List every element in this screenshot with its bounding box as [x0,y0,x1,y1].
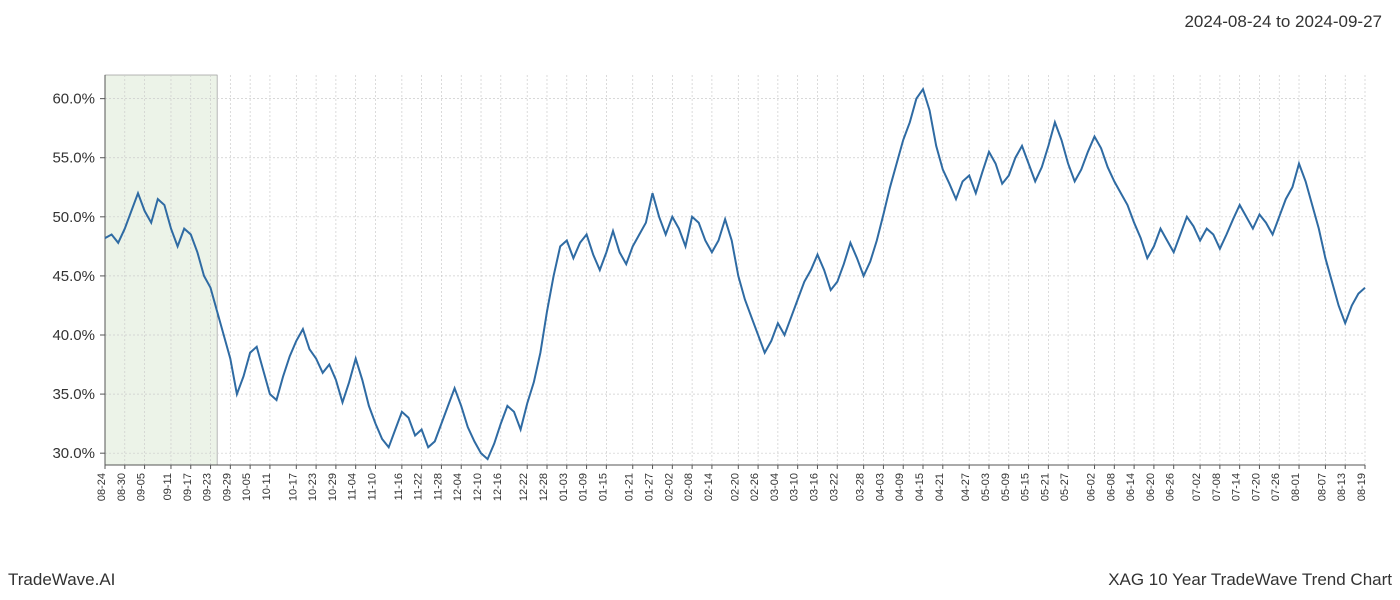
svg-text:11-04: 11-04 [347,473,359,500]
svg-text:06-20: 06-20 [1145,473,1157,501]
brand-label: TradeWave.AI [8,570,115,590]
svg-text:03-10: 03-10 [789,473,801,501]
svg-text:07-08: 07-08 [1211,473,1223,501]
svg-text:05-15: 05-15 [1020,473,1032,501]
svg-text:02-20: 02-20 [729,473,741,501]
svg-text:02-14: 02-14 [703,473,715,501]
svg-text:08-30: 08-30 [116,473,128,501]
svg-text:01-21: 01-21 [624,473,636,501]
svg-text:02-26: 02-26 [749,473,761,501]
svg-text:05-21: 05-21 [1039,473,1051,501]
svg-text:05-27: 05-27 [1059,473,1071,501]
svg-text:45.0%: 45.0% [52,268,95,285]
svg-text:55.0%: 55.0% [52,150,95,167]
svg-text:08-24: 08-24 [96,473,108,501]
svg-text:04-15: 04-15 [914,473,926,501]
svg-text:07-20: 07-20 [1250,473,1262,501]
svg-text:10-05: 10-05 [241,473,253,501]
svg-text:10-11: 10-11 [261,473,273,500]
svg-text:10-29: 10-29 [327,473,339,501]
svg-text:07-26: 07-26 [1270,473,1282,501]
svg-text:08-13: 08-13 [1336,473,1348,501]
svg-text:50.0%: 50.0% [52,209,95,226]
svg-text:10-23: 10-23 [307,473,319,501]
svg-text:03-28: 03-28 [855,473,867,501]
svg-text:08-07: 08-07 [1316,473,1328,501]
svg-text:04-27: 04-27 [960,473,972,501]
svg-text:02-02: 02-02 [663,473,675,501]
svg-text:08-01: 08-01 [1290,473,1302,501]
chart-container: 30.0% 35.0% 40.0% 45.0% 50.0% 55.0% 60.0% 08-24… [20,55,1380,545]
svg-text:08-19: 08-19 [1356,473,1368,501]
svg-text:40.0%: 40.0% [52,327,95,344]
svg-text:03-16: 03-16 [808,473,820,501]
svg-text:12-16: 12-16 [492,473,504,501]
line-chart: 30.0% 35.0% 40.0% 45.0% 50.0% 55.0% 60.0% 08-24… [20,55,1380,545]
date-range-label: 2024-08-24 to 2024-09-27 [1184,12,1382,32]
svg-text:09-17: 09-17 [182,473,194,501]
svg-text:04-09: 04-09 [894,473,906,501]
svg-text:06-08: 06-08 [1105,473,1117,501]
svg-text:07-14: 07-14 [1231,473,1243,501]
svg-text:12-04: 12-04 [452,473,464,501]
svg-text:05-03: 05-03 [980,473,992,501]
svg-text:10-17: 10-17 [287,473,299,501]
svg-text:06-02: 06-02 [1086,473,1098,501]
svg-text:05-09: 05-09 [1000,473,1012,501]
svg-text:12-28: 12-28 [538,473,550,501]
svg-text:06-14: 06-14 [1125,473,1137,501]
svg-text:09-05: 09-05 [136,473,148,501]
svg-text:01-15: 01-15 [597,473,609,501]
svg-text:11-10: 11-10 [366,473,378,500]
svg-text:09-29: 09-29 [221,473,233,501]
svg-text:02-08: 02-08 [683,473,695,501]
svg-text:09-11: 09-11 [162,473,174,500]
svg-text:03-04: 03-04 [769,473,781,501]
svg-text:06-26: 06-26 [1165,473,1177,501]
svg-text:11-28: 11-28 [432,473,444,500]
svg-text:60.0%: 60.0% [52,91,95,108]
svg-text:07-02: 07-02 [1191,473,1203,501]
svg-text:30.0%: 30.0% [52,445,95,462]
svg-text:04-21: 04-21 [934,473,946,501]
svg-text:03-22: 03-22 [828,473,840,501]
svg-text:12-10: 12-10 [472,473,484,501]
svg-text:09-23: 09-23 [202,473,214,501]
svg-text:35.0%: 35.0% [52,386,95,403]
svg-text:01-09: 01-09 [578,473,590,501]
chart-title: XAG 10 Year TradeWave Trend Chart [1108,570,1392,590]
svg-text:04-03: 04-03 [874,473,886,501]
svg-text:11-16: 11-16 [393,473,405,500]
svg-text:01-03: 01-03 [558,473,570,501]
svg-text:12-22: 12-22 [518,473,530,501]
svg-text:01-27: 01-27 [644,473,656,501]
svg-text:11-22: 11-22 [413,473,425,500]
